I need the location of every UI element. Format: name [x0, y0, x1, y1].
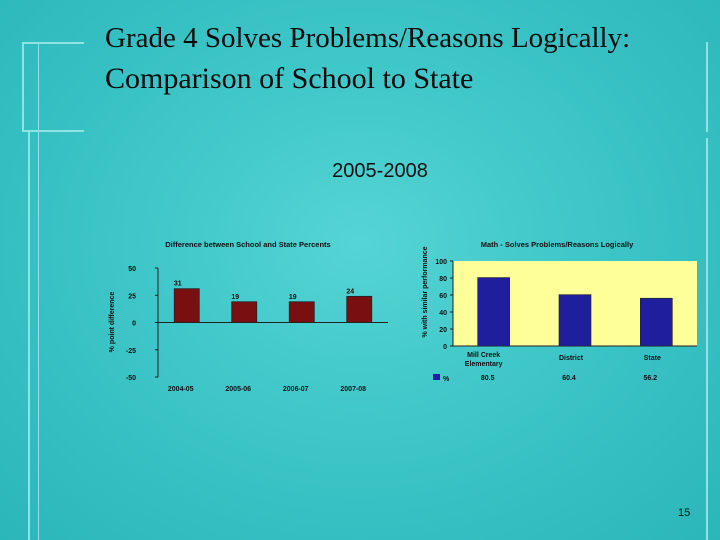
comparison-chart: Math - Solves Problems/Reasons Logically…	[422, 240, 697, 383]
comparison-chart-bar	[640, 297, 673, 347]
frame-line-left-mid	[28, 130, 30, 540]
comparison-chart-category-label: State	[644, 355, 661, 362]
difference-chart-bar	[173, 288, 200, 323]
difference-chart-ytick-label: 25	[128, 293, 136, 300]
frame-line-top	[22, 42, 84, 44]
comparison-chart-ytick-label: 20	[439, 327, 447, 334]
slide-subtitle: 2005-2008	[332, 160, 428, 182]
difference-chart-category-label: 2006-07	[283, 386, 309, 393]
difference-chart-title: Difference between School and State Perc…	[165, 240, 330, 249]
difference-chart-category-label: 2007-08	[340, 386, 366, 393]
difference-chart-ylabel: % point difference	[109, 292, 116, 353]
page-number: 15	[678, 507, 691, 519]
difference-chart-value-label: 19	[231, 294, 239, 301]
comparison-chart-bar	[477, 277, 510, 347]
difference-chart-value-label: 31	[174, 281, 182, 288]
difference-chart-ytick-label: 0	[132, 321, 136, 328]
difference-chart-ytick-label: -50	[126, 375, 136, 382]
frame-line-right	[706, 42, 708, 132]
comparison-chart-category-label: District	[559, 355, 584, 362]
difference-chart-ytick-label: -25	[126, 348, 136, 355]
frame-line-left-top	[22, 42, 24, 130]
frame-line-mid	[22, 130, 84, 132]
difference-chart-ytick-label: 50	[128, 266, 136, 273]
comparison-chart-table-value: 56.2	[644, 375, 658, 382]
comparison-chart-ytick-label: 60	[439, 293, 447, 300]
comparison-chart-table-value: 60.4	[562, 375, 576, 382]
difference-chart-value-label: 19	[289, 294, 297, 301]
frame-line-left-inner	[38, 42, 39, 540]
difference-chart-bar	[288, 301, 315, 323]
comparison-chart-ylabel: % with similar performance	[422, 246, 429, 337]
difference-chart-bar	[231, 301, 258, 323]
comparison-chart-ytick-label: 100	[435, 259, 447, 266]
comparison-chart-legend-swatch	[433, 374, 440, 380]
difference-chart: Difference between School and State Perc…	[109, 240, 388, 393]
comparison-chart-title: Math - Solves Problems/Reasons Logically	[481, 240, 634, 249]
difference-chart-value-label: 24	[346, 288, 354, 295]
difference-chart-category-label: 2005-06	[225, 386, 251, 393]
comparison-chart-ytick-label: 80	[439, 276, 447, 283]
comparison-chart-bar	[558, 294, 592, 347]
difference-chart-category-label: 2004-05	[168, 386, 194, 393]
difference-chart-bar	[346, 295, 373, 323]
comparison-chart-category-label: Mill Creek	[467, 352, 500, 359]
comparison-chart-ytick-label: 40	[439, 310, 447, 317]
comparison-chart-legend-label: %	[443, 376, 450, 383]
comparison-chart-category-label-line2: Elementary	[465, 361, 503, 368]
comparison-chart-table-value: 80.5	[481, 375, 495, 382]
slide-title-line2: Comparison of School to State	[105, 62, 474, 95]
slide-title-line1: Grade 4 Solves Problems/Reasons Logicall…	[105, 22, 631, 54]
frame-line-bottom-right	[706, 138, 708, 540]
comparison-chart-ytick-label: 0	[443, 344, 447, 351]
